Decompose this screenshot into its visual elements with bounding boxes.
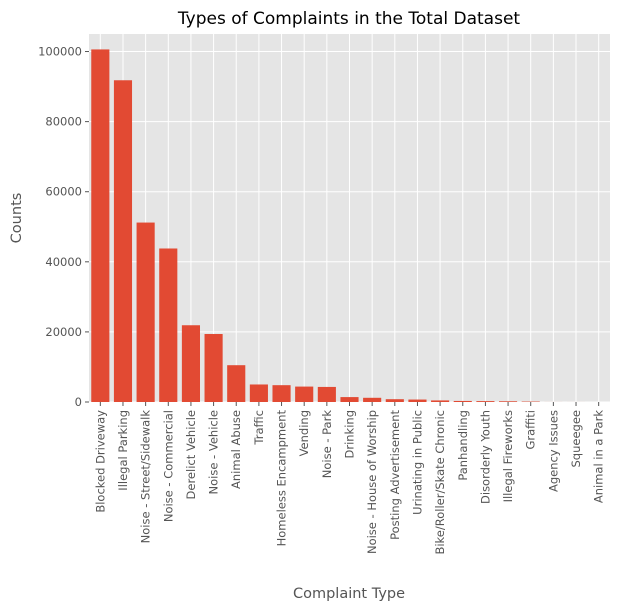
bar bbox=[137, 223, 155, 402]
y-tick-label: 40000 bbox=[45, 255, 82, 269]
x-tick-label: Illegal Parking bbox=[116, 410, 130, 491]
bar bbox=[431, 400, 449, 402]
bar bbox=[250, 384, 268, 402]
x-tick-label: Noise - Street/Sidewalk bbox=[139, 410, 153, 544]
x-tick-label: Homeless Encampment bbox=[275, 410, 289, 547]
y-tick-label: 20000 bbox=[45, 325, 82, 339]
x-tick-label: Posting Advertisement bbox=[388, 410, 402, 540]
bar bbox=[476, 401, 494, 402]
x-tick-label: Bike/Roller/Skate Chronic bbox=[433, 410, 447, 555]
y-tick-label: 100000 bbox=[38, 45, 82, 59]
x-tick-label: Noise - Park bbox=[320, 410, 334, 479]
x-tick-label: Graffiti bbox=[524, 410, 538, 450]
x-tick-label: Animal in a Park bbox=[592, 410, 606, 503]
bar bbox=[91, 49, 109, 402]
y-tick-label: 60000 bbox=[45, 185, 82, 199]
bar bbox=[205, 334, 223, 402]
x-tick-label: Noise - Commercial bbox=[161, 410, 175, 522]
bar bbox=[114, 80, 132, 402]
y-tick-label: 0 bbox=[75, 395, 82, 409]
x-tick-label: Traffic bbox=[252, 410, 266, 446]
x-tick-label: Noise - Vehicle bbox=[207, 410, 221, 495]
bar bbox=[499, 401, 517, 402]
x-tick-label: Blocked Driveway bbox=[93, 410, 107, 513]
x-tick-label: Noise - House of Worship bbox=[365, 410, 379, 554]
x-tick-label: Vending bbox=[297, 410, 311, 456]
bar bbox=[272, 385, 290, 402]
x-tick-label: Squeegee bbox=[569, 410, 583, 468]
bar bbox=[159, 248, 177, 402]
x-tick-label: Disorderly Youth bbox=[478, 410, 492, 504]
bar bbox=[408, 400, 426, 402]
y-axis-label: Counts bbox=[9, 193, 25, 244]
chart-title: Types of Complaints in the Total Dataset bbox=[177, 9, 521, 29]
x-tick-label: Drinking bbox=[343, 410, 357, 459]
bar bbox=[454, 401, 472, 402]
x-tick-label: Derelict Vehicle bbox=[184, 410, 198, 499]
bar bbox=[363, 398, 381, 402]
bar bbox=[318, 387, 336, 402]
bar bbox=[227, 365, 245, 402]
bar bbox=[295, 387, 313, 402]
y-tick-label: 80000 bbox=[45, 115, 82, 129]
bar bbox=[340, 397, 358, 402]
x-tick-label: Illegal Fireworks bbox=[501, 410, 515, 502]
x-axis-label: Complaint Type bbox=[293, 586, 405, 602]
bar bbox=[182, 325, 200, 402]
x-tick-label: Agency Issues bbox=[546, 410, 560, 492]
bar bbox=[386, 399, 404, 402]
x-tick-label: Animal Abuse bbox=[229, 410, 243, 489]
x-tick-label: Panhandling bbox=[456, 410, 470, 481]
x-tick-label: Urinating in Public bbox=[410, 410, 424, 515]
